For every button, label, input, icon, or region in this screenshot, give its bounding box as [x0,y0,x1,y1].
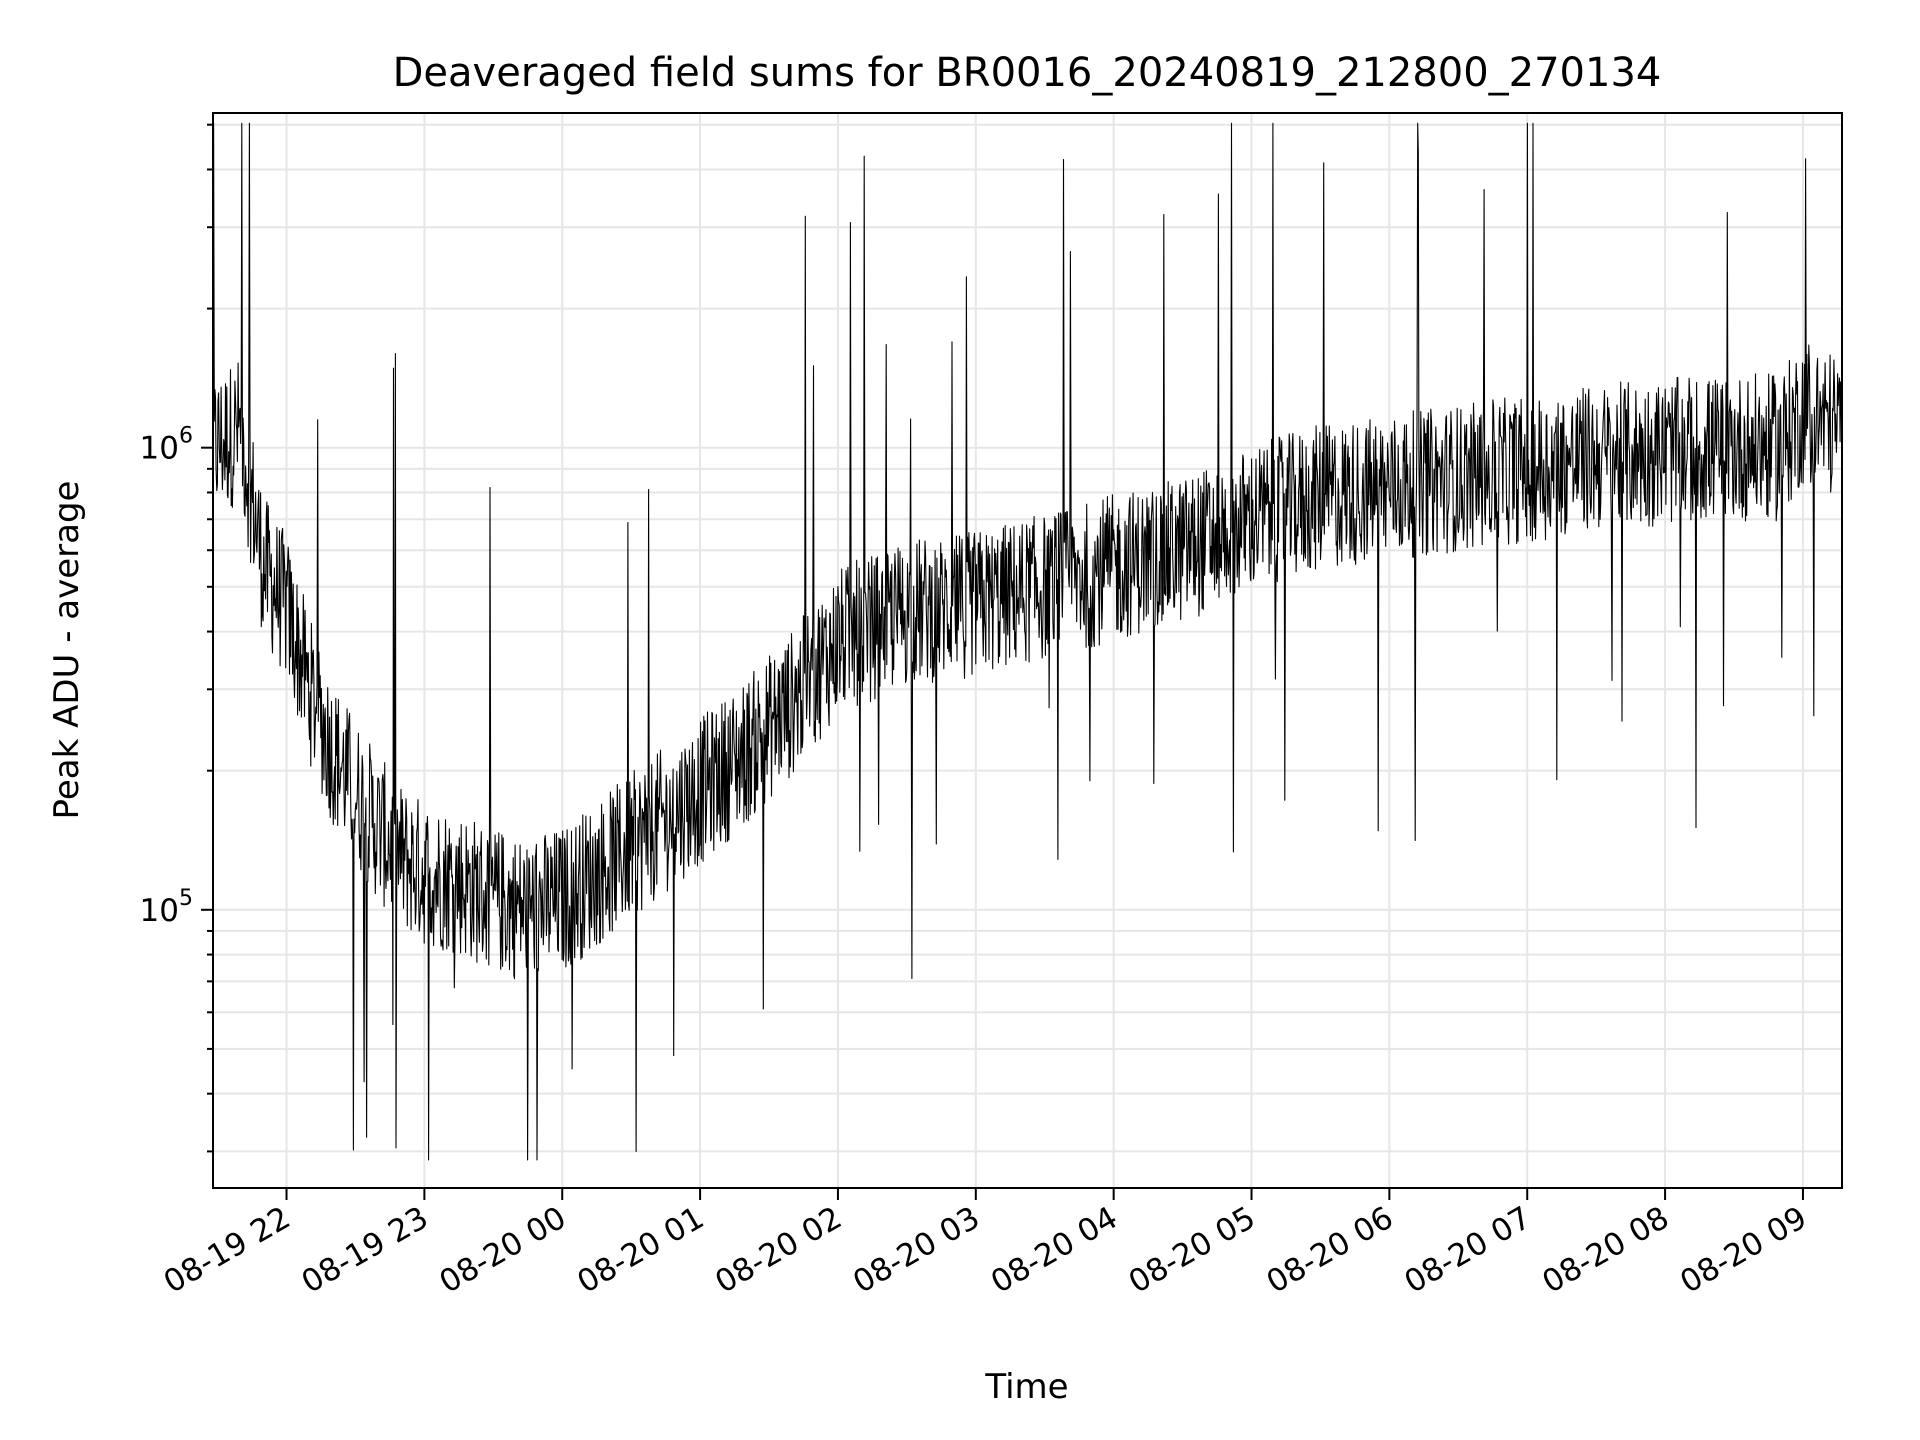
grid [213,113,1842,1188]
y-axis-label: Peak ADU - average [47,481,87,820]
series-line [212,122,1843,1161]
plot-frame [212,112,1843,1189]
x-axis-label: Time [984,1367,1068,1407]
data-series [212,122,1843,1161]
chart-title: Deaveraged field sums for BR0016_2024081… [393,50,1662,96]
y-tick-label: 105 [140,886,193,929]
y-tick-label: 106 [140,424,193,467]
y-axis-ticks: 105 106 [140,123,213,1153]
